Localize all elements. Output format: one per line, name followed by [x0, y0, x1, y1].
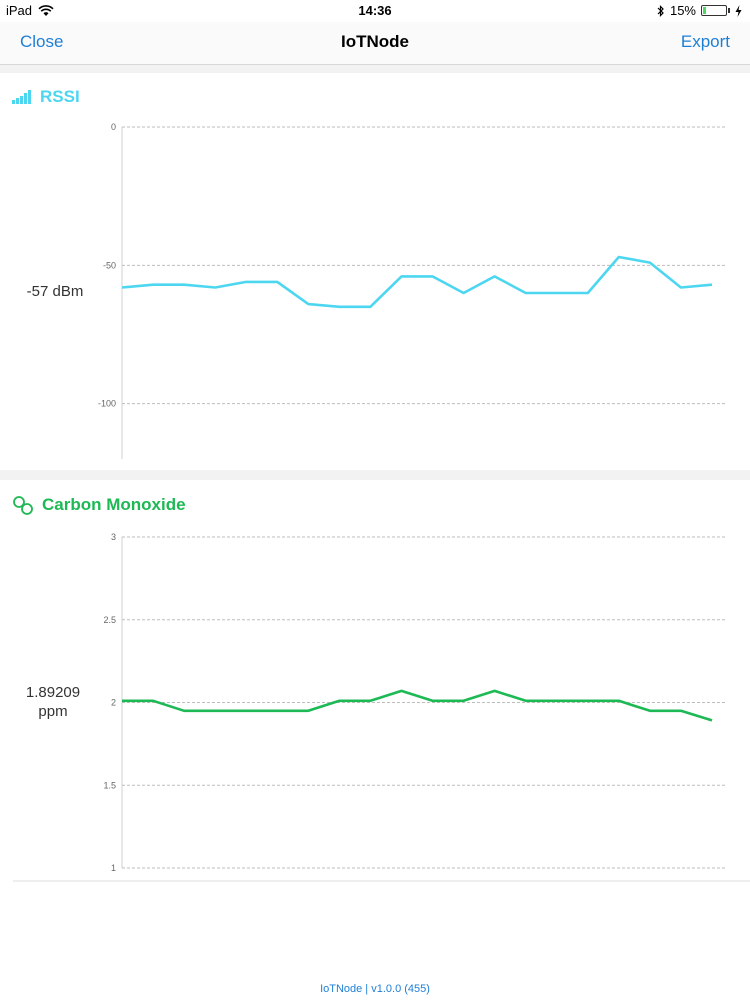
close-button[interactable]: Close	[20, 32, 64, 51]
battery-percent: 15%	[669, 3, 696, 18]
rssi-readout: -57 dBm	[0, 282, 110, 301]
status-bar: iPad 14:36 15%	[0, 0, 750, 22]
navigation-bar: Close IoTNode Export	[0, 22, 750, 65]
device-name: iPad	[6, 3, 33, 18]
co-y-tick-label: 2	[111, 698, 116, 708]
co-title: Carbon Monoxide	[42, 495, 186, 514]
version-footer: IoTNode | v1.0.0 (455)	[320, 983, 430, 995]
battery-icon	[701, 5, 727, 16]
section-separator	[0, 65, 750, 73]
battery-level-fill	[703, 7, 707, 14]
rssi-y-tick-label: -100	[98, 399, 116, 409]
co-y-tick-label: 3	[111, 532, 116, 542]
rssi-title: RSSI	[40, 87, 80, 106]
rssi-series-line	[121, 255, 713, 309]
co-y-tick-label: 1.5	[103, 780, 116, 790]
co-header: Carbon Monoxide	[12, 495, 186, 515]
wifi-icon	[38, 4, 54, 16]
charging-icon	[735, 4, 742, 17]
status-time: 14:36	[358, 3, 392, 18]
co-y-tick-label: 2.5	[103, 615, 116, 625]
rssi-chart: 0 -50 -100	[98, 122, 725, 459]
co-unit: ppm	[38, 703, 68, 720]
co-series-line	[122, 689, 713, 722]
status-right: 15%	[657, 3, 742, 18]
rssi-current-value: -57 dBm	[26, 283, 84, 300]
battery-tip	[728, 8, 730, 13]
status-left: iPad	[6, 3, 54, 18]
co-current-value: 1.89209	[25, 684, 81, 701]
section-separator	[0, 470, 750, 480]
bluetooth-icon	[657, 4, 664, 17]
rssi-y-tick-label: 0	[111, 122, 116, 132]
co-readout: 1.89209 ppm	[0, 683, 108, 721]
co-y-tick-label: 1	[111, 863, 116, 873]
rssi-y-tick-label: -50	[103, 260, 116, 270]
rssi-panel: RSSI -57 dBm 0 -50 -100	[0, 73, 750, 470]
signal-bars-icon	[12, 90, 31, 104]
page-title: IoTNode	[341, 32, 409, 51]
carbon-monoxide-panel: Carbon Monoxide 1.89209 ppm 3 2.5 2 1.5 1	[0, 480, 750, 900]
carbon-monoxide-chart: 3 2.5 2 1.5 1	[13, 532, 750, 882]
rssi-header: RSSI	[12, 87, 80, 107]
export-button[interactable]: Export	[680, 32, 730, 51]
molecule-icon	[13, 496, 33, 515]
